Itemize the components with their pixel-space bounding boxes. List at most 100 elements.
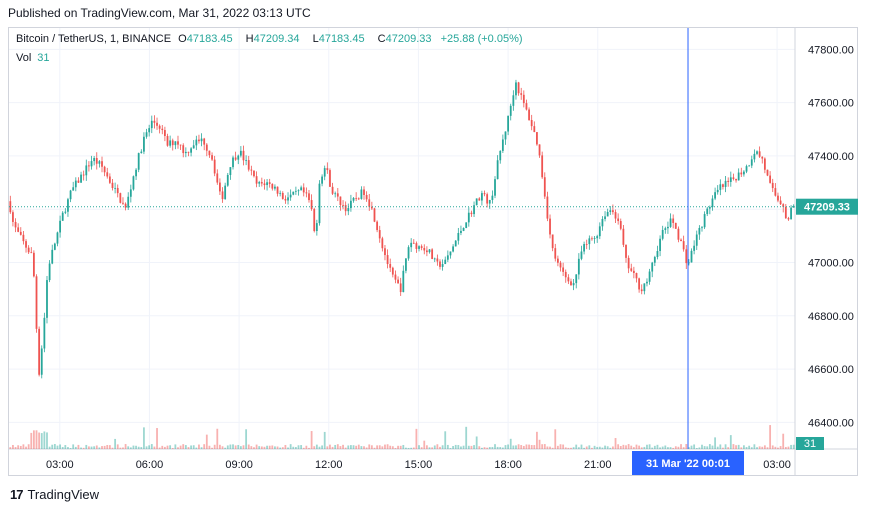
candle-body <box>756 151 758 154</box>
volume-bar <box>729 435 732 449</box>
candle-body <box>140 151 143 154</box>
y-tick-label: 46600.00 <box>808 364 854 376</box>
candle-body <box>334 193 337 195</box>
volume-bar <box>119 447 122 449</box>
volume-bar <box>297 445 300 449</box>
volume-bar <box>457 445 460 449</box>
candle-body <box>363 189 365 195</box>
volume-bar <box>682 447 685 449</box>
volume-bar <box>598 446 601 449</box>
volume-bar <box>132 445 135 449</box>
candle-body <box>465 222 468 228</box>
volume-bar <box>51 444 54 449</box>
candle-body <box>329 170 331 187</box>
volume-bar <box>360 446 363 449</box>
candle-body <box>638 278 641 290</box>
candle-body <box>420 246 423 248</box>
candle-body <box>475 198 478 206</box>
volume-bar <box>677 446 680 449</box>
volume-bar <box>635 444 638 449</box>
candle-body <box>790 207 792 220</box>
candle-body <box>211 155 213 160</box>
volume-bar <box>274 446 276 449</box>
candle-body <box>593 238 596 239</box>
volume-bar <box>606 446 609 449</box>
candle-body <box>323 168 326 177</box>
candle-body <box>253 170 255 177</box>
candle-body <box>449 251 452 256</box>
candle-body <box>153 120 156 123</box>
candle-body <box>22 234 25 242</box>
candle-body <box>208 150 211 156</box>
volume-bar <box>378 445 381 449</box>
volume-bar <box>546 446 549 449</box>
volume-bar <box>431 447 434 449</box>
candle-body <box>229 167 232 175</box>
volume-bar <box>572 447 575 449</box>
volume-bar <box>255 444 258 449</box>
candle-body <box>496 160 499 180</box>
close-value: 47209.33 <box>385 33 432 45</box>
candle-body <box>687 262 690 264</box>
volume-bar <box>368 444 371 449</box>
volume-bar <box>56 445 59 449</box>
volume-bar <box>562 444 565 449</box>
low-label: L <box>312 33 319 45</box>
candle-body <box>546 196 549 219</box>
candle-body <box>423 247 426 251</box>
candle-body <box>698 227 701 235</box>
candle-body <box>703 214 706 228</box>
volume-bar <box>412 447 415 449</box>
volume-bar <box>59 444 61 449</box>
candle-body <box>292 191 295 195</box>
volume-bar <box>334 444 337 449</box>
candle-body <box>111 182 114 189</box>
volume-bar <box>556 445 559 449</box>
candle-body <box>431 249 434 259</box>
candle-body <box>617 218 620 222</box>
volume-bar <box>137 446 140 449</box>
candle-body <box>370 206 373 209</box>
volume-bar <box>591 447 593 449</box>
candle-body <box>690 250 693 263</box>
candle-body <box>205 144 208 151</box>
volume-bar <box>575 444 578 449</box>
low-value: 47183.45 <box>318 33 365 45</box>
candle-body <box>169 140 172 146</box>
volume-bar <box>198 444 200 449</box>
volume-bar <box>632 447 635 449</box>
candle-body <box>441 264 444 267</box>
volume-bar <box>339 446 342 449</box>
volume-bar <box>467 445 470 449</box>
candle-body <box>541 155 544 178</box>
candle-body <box>766 169 769 176</box>
candle-body <box>604 216 606 220</box>
x-tick-label: 03:00 <box>46 459 74 471</box>
volume-bar <box>216 428 219 449</box>
volume-bar <box>538 439 541 449</box>
candle-body <box>402 270 405 293</box>
volume-bar <box>614 438 617 449</box>
candle-body <box>606 211 609 217</box>
candle-body <box>536 132 538 145</box>
volume-bar <box>701 444 703 449</box>
candle-body <box>48 263 51 281</box>
volume-bar <box>169 445 172 449</box>
x-tick-label: 03:00 <box>763 459 791 471</box>
candle-body <box>25 241 27 248</box>
volume-bar <box>711 445 714 449</box>
candle-body <box>467 212 470 223</box>
candle-body <box>203 138 206 145</box>
candle-body <box>342 205 344 206</box>
volume-bar <box>266 445 268 449</box>
volume-bar <box>80 447 82 449</box>
volume-bar <box>46 432 48 449</box>
volume-bar <box>135 445 137 449</box>
volume-bar <box>656 444 659 449</box>
candle-body <box>473 205 475 215</box>
candle-body <box>572 283 575 286</box>
volume-bar <box>108 445 111 449</box>
candle-body <box>289 194 292 198</box>
candle-body <box>381 238 384 249</box>
